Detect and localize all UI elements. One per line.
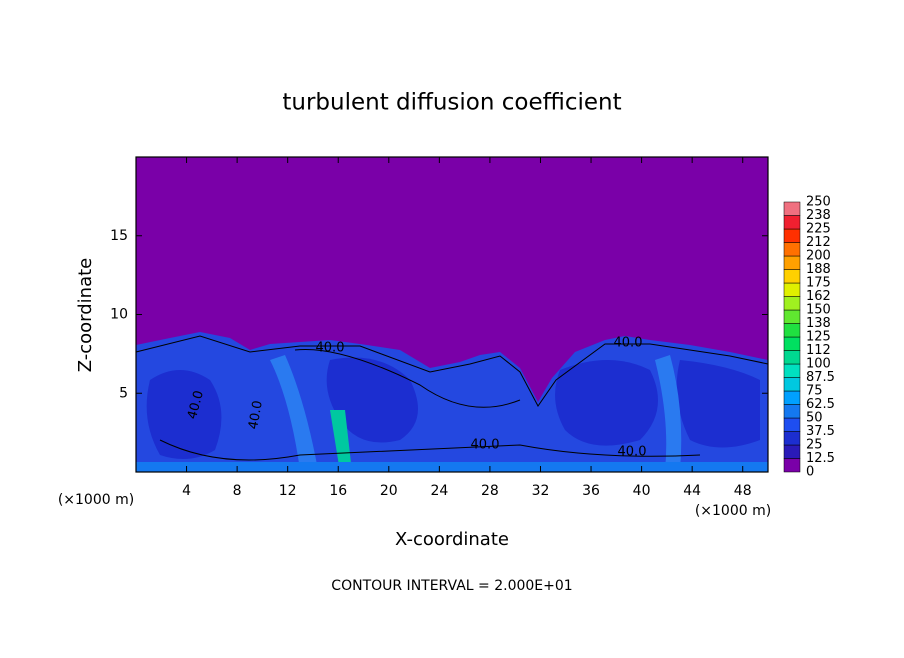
x-tick-label: 28 <box>481 483 499 499</box>
colorbar-label: 25 <box>806 438 823 453</box>
colorbar-swatch <box>783 431 801 446</box>
eddy <box>146 370 222 459</box>
x-tick-label: 36 <box>582 483 600 499</box>
contour-label: 40.0 <box>618 445 647 460</box>
contour-label: 40.0 <box>471 438 500 453</box>
colorbar-label: 138 <box>806 316 831 331</box>
chart-title: turbulent diffusion coefficient <box>282 90 621 116</box>
contour-line <box>135 335 769 407</box>
colorbar-swatch <box>783 296 801 311</box>
colorbar-swatch <box>783 242 801 257</box>
colorbar-swatch <box>783 255 801 270</box>
colorbar-swatch <box>783 215 801 230</box>
colorbar-swatch <box>783 228 801 243</box>
y-axis-label: Z-coordinate <box>75 258 96 373</box>
colorbar-swatch <box>783 417 801 432</box>
x-tick-label: 16 <box>329 483 347 499</box>
colorbar-swatch <box>783 444 801 459</box>
colorbar-label: 238 <box>806 208 831 223</box>
colorbar-label: 37.5 <box>806 424 835 439</box>
colorbar-swatch <box>783 377 801 392</box>
eddy <box>676 360 760 448</box>
colorbar-swatch <box>783 309 801 324</box>
x-tick-label: 44 <box>683 483 701 499</box>
colorbar-swatch <box>783 269 801 284</box>
plume <box>655 355 682 470</box>
colorbar-swatch <box>783 336 801 351</box>
contour-line <box>159 439 701 461</box>
colorbar-swatch <box>783 323 801 338</box>
y-tick-label: 15 <box>110 228 128 244</box>
x-unit-label: (×1000 m) <box>58 492 134 508</box>
x-tick-label: 32 <box>532 483 550 499</box>
x-tick-label: 8 <box>233 483 242 499</box>
footer-note: CONTOUR INTERVAL = 2.000E+01 <box>331 578 572 594</box>
contour-label: 40.0 <box>246 399 266 430</box>
colorbar-label: 150 <box>806 303 831 318</box>
y-tick-label: 5 <box>119 385 128 401</box>
colorbar-label: 75 <box>806 384 823 399</box>
y-tick-label: 10 <box>110 307 128 323</box>
x-tick-label: 48 <box>734 483 752 499</box>
colorbar-label: 175 <box>806 276 831 291</box>
contour-label: 40.0 <box>316 341 345 356</box>
field <box>135 157 769 472</box>
colorbar-label: 62.5 <box>806 397 835 412</box>
colorbar-label: 0 <box>806 465 814 480</box>
plume <box>270 355 318 470</box>
eddy <box>555 360 658 446</box>
x-tick-label: 24 <box>430 483 448 499</box>
colorbar-swatch <box>783 282 801 297</box>
colorbar-label: 188 <box>806 262 831 277</box>
colorbar-swatch <box>783 390 801 405</box>
colorbar-swatch <box>783 363 801 378</box>
colorbar-swatch <box>783 458 801 473</box>
colorbar-swatch <box>783 201 801 216</box>
x-unit-label: (×1000 m) <box>695 503 771 519</box>
contour-label: 40.0 <box>614 336 643 351</box>
colorbar-label: 225 <box>806 222 831 237</box>
x-tick-label: 20 <box>380 483 398 499</box>
colorbar-label: 12.5 <box>806 451 835 466</box>
colorbar-label: 200 <box>806 249 831 264</box>
colorbar-label: 50 <box>806 411 823 426</box>
colorbar-label: 212 <box>806 235 831 250</box>
colorbar-label: 250 <box>806 195 831 210</box>
colorbar-label: 112 <box>806 343 831 358</box>
x-tick-label: 4 <box>182 483 191 499</box>
colorbar-swatch <box>783 350 801 365</box>
surface-layer <box>136 462 768 472</box>
plume <box>330 410 352 472</box>
contour-line <box>294 348 521 408</box>
colorbar-swatch <box>783 404 801 419</box>
colorbar-label: 125 <box>806 330 831 345</box>
colorbar-label: 162 <box>806 289 831 304</box>
colorbar-label: 100 <box>806 357 831 372</box>
contour-label: 40.0 <box>185 389 207 421</box>
x-tick-label: 40 <box>633 483 651 499</box>
eddy <box>326 357 418 443</box>
x-tick-label: 12 <box>279 483 297 499</box>
colorbar-label: 87.5 <box>806 370 835 385</box>
x-axis-label: X-coordinate <box>395 529 509 550</box>
